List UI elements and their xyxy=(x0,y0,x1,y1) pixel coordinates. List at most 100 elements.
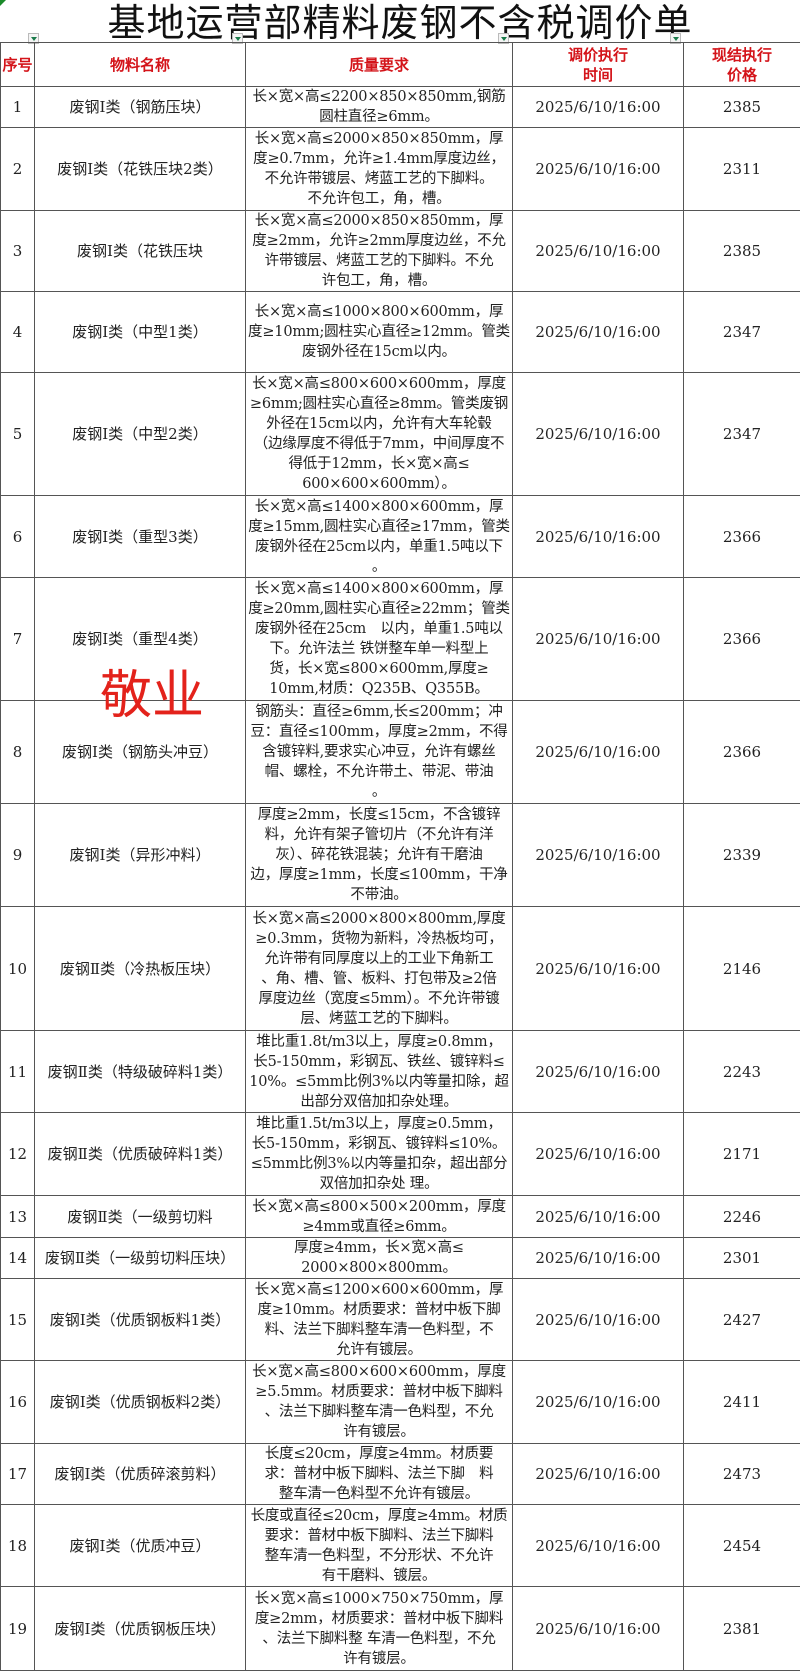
row-time: 2025/6/10/16:00 xyxy=(513,578,684,701)
row-quality: 长×宽×高≤800×600×600mm，厚度 ≥5.5mm。材质要求：普材中板下… xyxy=(246,1361,513,1444)
row-quality: 长度或直径≤20cm，厚度≥4mm。材质 要求：普材中板下脚料、法兰下脚料 整车… xyxy=(246,1505,513,1587)
row-quality: 堆比重1.8t/m3以上，厚度≥0.8mm， 长5-150mm，彩钢瓦、铁丝、镀… xyxy=(246,1031,513,1113)
header-row: 序号 物料名称 质量要求 调价执行 时间 现结执行 价格 xyxy=(1,43,800,87)
row-quality: 长×宽×高≤2000×850×850mm，厚 度≥2mm，允许≥2mm厚度边丝，… xyxy=(246,211,513,292)
row-seq: 8 xyxy=(1,701,35,804)
row-quality: 长×宽×高≤1400×800×600mm，厚 度≥20mm,圆柱实心直径≥22m… xyxy=(246,578,513,701)
row-quality: 长度≤20cm，厚度≥4mm。材质要 求：普材中板下脚料、法兰下脚 料 整车清一… xyxy=(246,1444,513,1505)
row-price: 2347 xyxy=(684,373,800,496)
row-price: 2427 xyxy=(684,1279,800,1361)
row-price: 2366 xyxy=(684,496,800,578)
row-seq: 18 xyxy=(1,1505,35,1587)
row-seq: 7 xyxy=(1,578,35,701)
row-price: 2347 xyxy=(684,292,800,373)
row-time: 2025/6/10/16:00 xyxy=(513,907,684,1031)
row-time: 2025/6/10/16:00 xyxy=(513,701,684,804)
row-name: 废钢Ⅰ类（优质钢板压块） xyxy=(35,1587,246,1671)
row-name: 废钢Ⅱ类（冷热板压块） xyxy=(35,907,246,1031)
row-time: 2025/6/10/16:00 xyxy=(513,128,684,211)
row-time: 2025/6/10/16:00 xyxy=(513,87,684,128)
row-seq: 11 xyxy=(1,1031,35,1113)
row-price: 2411 xyxy=(684,1361,800,1444)
row-quality: 长×宽×高≤800×500×200mm，厚度 ≥4mm或直径≥6mm。 xyxy=(246,1196,513,1238)
row-price: 2243 xyxy=(684,1031,800,1113)
row-seq: 17 xyxy=(1,1444,35,1505)
row-name: 废钢Ⅰ类（优质钢板料2类） xyxy=(35,1361,246,1444)
row-seq: 13 xyxy=(1,1196,35,1238)
row-name: 废钢Ⅰ类（花铁压块2类） xyxy=(35,128,246,211)
row-time: 2025/6/10/16:00 xyxy=(513,804,684,907)
row-seq: 12 xyxy=(1,1113,35,1196)
row-price: 2385 xyxy=(684,211,800,292)
row-name: 废钢Ⅰ类（中型2类） xyxy=(35,373,246,496)
row-name: 废钢Ⅰ类（钢筋头冲豆） xyxy=(35,701,246,804)
row-quality: 长×宽×高≤800×600×600mm，厚度 ≥6mm;圆柱实心直径≥8mm。管… xyxy=(246,373,513,496)
header-time: 调价执行 时间 xyxy=(513,43,684,87)
row-name: 废钢Ⅱ类（一级剪切料压块） xyxy=(35,1238,246,1279)
row-name: 废钢Ⅰ类（重型4类） xyxy=(35,578,246,701)
header-price: 现结执行 价格 xyxy=(684,43,800,87)
row-price: 2473 xyxy=(684,1444,800,1505)
row-quality: 厚度≥4mm，长×宽×高≤ 2000×800×800mm。 xyxy=(246,1238,513,1279)
row-seq: 4 xyxy=(1,292,35,373)
row-quality: 长×宽×高≤2200×850×850mm,钢筋 圆柱直径≥6mm。 xyxy=(246,87,513,128)
row-quality: 长×宽×高≤1400×800×600mm，厚 度≥15mm,圆柱实心直径≥17m… xyxy=(246,496,513,578)
row-price: 2146 xyxy=(684,907,800,1031)
row-name: 废钢Ⅰ类（优质碎滚剪料） xyxy=(35,1444,246,1505)
row-time: 2025/6/10/16:00 xyxy=(513,1505,684,1587)
row-price: 2339 xyxy=(684,804,800,907)
row-name: 废钢Ⅰ类（优质冲豆） xyxy=(35,1505,246,1587)
row-seq: 15 xyxy=(1,1279,35,1361)
row-quality: 长×宽×高≤2000×800×800mm,厚度 ≥0.3mm，货物为新料，冷热板… xyxy=(246,907,513,1031)
row-quality: 长×宽×高≤1000×750×750mm，厚 度≥2mm，材质要求：普材中板下脚… xyxy=(246,1587,513,1671)
row-name: 废钢Ⅱ类（一级剪切料 xyxy=(35,1196,246,1238)
row-name: 废钢Ⅰ类（重型3类） xyxy=(35,496,246,578)
row-time: 2025/6/10/16:00 xyxy=(513,211,684,292)
row-name: 废钢Ⅰ类（花铁压块 xyxy=(35,211,246,292)
row-quality: 厚度≥2mm，长度≤15cm，不含镀锌 料，允许有架子管切片（不允许有洋 灰）、… xyxy=(246,804,513,907)
row-seq: 9 xyxy=(1,804,35,907)
row-seq: 10 xyxy=(1,907,35,1031)
row-seq: 1 xyxy=(1,87,35,128)
row-time: 2025/6/10/16:00 xyxy=(513,1587,684,1671)
row-quality: 长×宽×高≤1200×600×600mm，厚 度≥10mm。材质要求：普材中板下… xyxy=(246,1279,513,1361)
row-time: 2025/6/10/16:00 xyxy=(513,1113,684,1196)
row-quality: 长×宽×高≤2000×850×850mm，厚 度≥0.7mm，允许≥1.4mm厚… xyxy=(246,128,513,211)
row-seq: 6 xyxy=(1,496,35,578)
row-time: 2025/6/10/16:00 xyxy=(513,1196,684,1238)
row-name: 废钢Ⅱ类（特级破碎料1类） xyxy=(35,1031,246,1113)
row-quality: 长×宽×高≤1000×800×600mm，厚 度≥10mm;圆柱实心直径≥12m… xyxy=(246,292,513,373)
row-quality: 钢筋头：直径≥6mm,长≤200mm；冲 豆：直径≤100mm，厚度≥2mm，不… xyxy=(246,701,513,804)
row-seq: 3 xyxy=(1,211,35,292)
row-time: 2025/6/10/16:00 xyxy=(513,1238,684,1279)
row-name: 废钢Ⅰ类（优质钢板料1类） xyxy=(35,1279,246,1361)
header-quality: 质量要求 xyxy=(246,43,513,87)
row-price: 2385 xyxy=(684,87,800,128)
row-price: 2381 xyxy=(684,1587,800,1671)
row-time: 2025/6/10/16:00 xyxy=(513,373,684,496)
row-price: 2366 xyxy=(684,701,800,804)
row-time: 2025/6/10/16:00 xyxy=(513,292,684,373)
row-seq: 16 xyxy=(1,1361,35,1444)
row-name: 废钢Ⅰ类（中型1类） xyxy=(35,292,246,373)
row-time: 2025/6/10/16:00 xyxy=(513,1361,684,1444)
header-name: 物料名称 xyxy=(35,43,246,87)
row-price: 2171 xyxy=(684,1113,800,1196)
row-price: 2311 xyxy=(684,128,800,211)
row-name: 废钢Ⅰ类（钢筋压块） xyxy=(35,87,246,128)
